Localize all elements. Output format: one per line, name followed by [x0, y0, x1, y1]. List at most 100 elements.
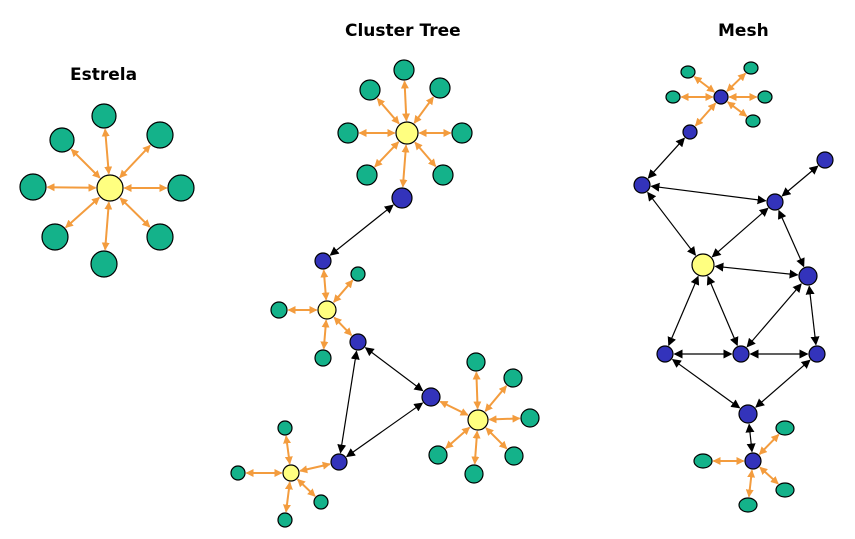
router-link-arrow — [345, 402, 424, 458]
router-node — [816, 151, 834, 169]
router-link-arrow — [647, 191, 697, 256]
end-device-node — [146, 121, 174, 149]
end-device-node — [504, 446, 524, 466]
star-link-arrow — [472, 371, 482, 410]
router-node — [633, 176, 651, 194]
star-link-arrow — [439, 400, 469, 416]
end-device-node — [90, 250, 118, 278]
router-node — [349, 333, 367, 351]
star-link-arrow — [399, 144, 410, 188]
end-device-node — [19, 173, 47, 201]
end-device-node — [503, 368, 523, 388]
end-device-node — [665, 90, 681, 104]
end-device-node — [270, 301, 288, 319]
star-link-arrow — [445, 426, 471, 449]
end-device-node — [775, 420, 795, 436]
end-device-node — [466, 352, 486, 372]
end-device-node — [428, 445, 448, 465]
router-node — [766, 193, 784, 211]
star-link-arrow — [320, 319, 330, 350]
star-link-arrow — [333, 316, 353, 336]
end-device-node — [277, 512, 293, 528]
star-link-arrow — [320, 269, 330, 301]
coordinator-node — [282, 464, 300, 482]
star-link-arrow — [413, 96, 435, 124]
end-device-node — [451, 122, 473, 144]
star-link-arrow — [297, 478, 316, 497]
end-device-node — [680, 65, 696, 79]
end-device-node — [314, 349, 332, 367]
star-link-arrow — [471, 430, 481, 465]
end-device-node — [337, 122, 359, 144]
end-device-node — [757, 90, 773, 104]
star-link-arrow — [70, 148, 101, 179]
end-device-node — [464, 464, 484, 484]
end-device-node — [359, 79, 381, 101]
end-device-node — [356, 164, 378, 186]
router-node — [732, 345, 750, 363]
star-link-arrow — [333, 279, 354, 303]
end-device-node — [393, 59, 415, 81]
star-link-arrow — [745, 469, 756, 498]
router-node — [738, 404, 758, 424]
router-link-arrow — [778, 209, 805, 268]
star-link-arrow — [488, 414, 521, 424]
star-link-arrow — [485, 427, 508, 450]
router-link-arrow — [667, 275, 700, 347]
router-link-arrow — [711, 207, 769, 258]
end-device-node — [313, 494, 329, 510]
star-link-arrow — [400, 80, 411, 122]
end-device-node — [167, 174, 195, 202]
end-device-node — [432, 164, 454, 186]
router-link-arrow — [746, 283, 802, 348]
end-device-node — [743, 61, 759, 75]
coordinator-node — [395, 121, 419, 145]
end-device-node — [693, 453, 713, 469]
router-node — [744, 452, 762, 470]
router-node — [314, 252, 332, 270]
end-device-node — [738, 497, 758, 513]
coordinator-node — [467, 409, 489, 431]
end-device-node — [745, 114, 761, 128]
router-link-arrow — [706, 275, 739, 347]
router-node — [391, 187, 413, 209]
router-node — [682, 124, 698, 140]
router-link-arrow — [650, 182, 767, 205]
router-node — [808, 345, 826, 363]
end-device-node — [41, 223, 69, 251]
router-link-arrow — [647, 137, 685, 179]
router-link-arrow — [805, 285, 820, 346]
coordinator-node — [96, 174, 124, 202]
star-link-arrow — [46, 183, 97, 192]
coordinator-node — [691, 253, 715, 277]
end-device-node — [91, 103, 117, 129]
star-link-arrow — [726, 72, 746, 92]
router-link-arrow — [714, 262, 799, 279]
end-device-node — [520, 408, 540, 428]
end-device-node — [350, 266, 366, 282]
star-link-arrow — [299, 461, 331, 474]
star-link-arrow — [119, 197, 151, 228]
star-link-arrow — [101, 201, 113, 251]
router-link-arrow — [337, 350, 360, 454]
star-link-arrow — [484, 385, 508, 412]
router-link-arrow — [364, 347, 424, 392]
star-link-arrow — [374, 141, 400, 168]
star-link-arrow — [283, 435, 293, 465]
star-link-arrow — [101, 128, 113, 175]
router-link-arrow — [755, 359, 811, 408]
router-link-arrow — [671, 358, 741, 409]
star-link-arrow — [65, 196, 100, 229]
star-link-arrow — [694, 102, 717, 127]
end-device-node — [277, 420, 293, 436]
star-link-arrow — [726, 101, 748, 117]
star-link-arrow — [376, 97, 400, 125]
router-link-arrow — [781, 165, 819, 197]
links-layer — [46, 72, 820, 513]
star-topology-title: Estrela — [70, 65, 137, 85]
star-link-arrow — [693, 76, 716, 93]
end-device-node — [775, 482, 795, 498]
router-link-arrow — [745, 423, 756, 453]
star-link-arrow — [414, 141, 437, 168]
